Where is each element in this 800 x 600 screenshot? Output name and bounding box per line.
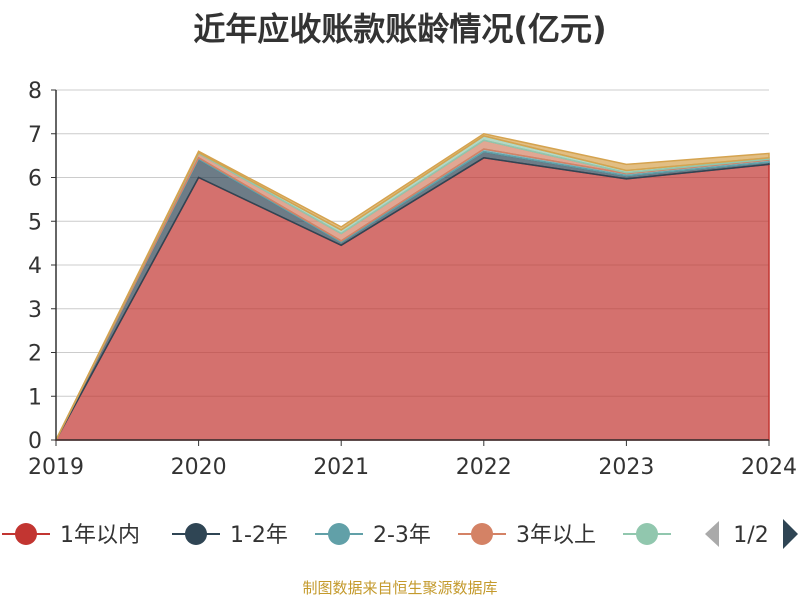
legend-item[interactable]: 3年以上 [458, 523, 596, 548]
y-tick-label: 7 [28, 123, 42, 148]
y-tick-label: 5 [28, 210, 42, 235]
legend-marker [328, 523, 350, 545]
legend-label: 2-3年 [373, 523, 431, 548]
y-tick-label: 3 [28, 298, 42, 323]
triangle-right-icon[interactable] [783, 519, 798, 549]
legend: 1年以内 1-2年 2-3年 3年以上 1/2 [2, 519, 798, 549]
triangle-left-icon[interactable] [705, 521, 719, 547]
y-tick-label: 6 [28, 167, 42, 192]
x-tick-label: 2021 [313, 455, 369, 480]
legend-item[interactable] [623, 523, 671, 545]
legend-marker [636, 523, 658, 545]
y-tick-label: 1 [28, 385, 42, 410]
legend-item[interactable]: 1年以内 [2, 523, 140, 548]
x-tick-label: 2019 [28, 455, 84, 480]
legend-item[interactable]: 2-3年 [315, 523, 431, 548]
legend-item[interactable]: 1-2年 [172, 523, 288, 548]
x-tick-label: 2024 [741, 455, 797, 480]
legend-page-indicator: 1/2 [733, 523, 768, 548]
y-tick-label: 0 [28, 429, 42, 454]
legend-label: 1-2年 [230, 523, 288, 548]
legend-label: 1年以内 [60, 523, 140, 548]
axes: 0 1 2 3 4 5 6 7 8 2019 2020 2021 2022 2023 2024 [28, 79, 797, 480]
y-tick-label: 2 [28, 342, 42, 367]
x-tick-label: 2020 [171, 455, 227, 480]
area-series-5 [55, 132, 770, 441]
y-tick-label: 8 [28, 79, 42, 104]
x-tick-label: 2023 [598, 455, 654, 480]
x-tick-label: 2022 [456, 455, 512, 480]
legend-marker [15, 523, 37, 545]
legend-marker [471, 523, 493, 545]
legend-label: 3年以上 [516, 523, 596, 548]
stacked-areas [54, 132, 770, 441]
y-tick-label: 4 [28, 254, 42, 279]
footer-source: 制图数据来自恒生聚源数据库 [302, 579, 498, 597]
chart-title: 近年应收账款账龄情况(亿元) [193, 10, 607, 48]
legend-marker [185, 523, 207, 545]
